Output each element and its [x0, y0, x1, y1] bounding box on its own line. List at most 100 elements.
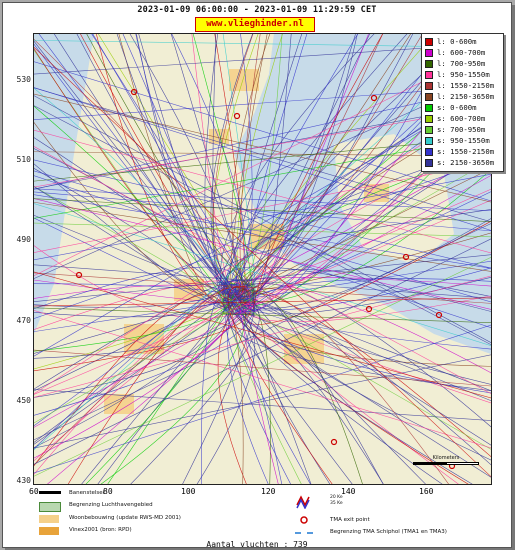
tma-boundary-label: Begrenzing TMA Schiphol (TMA1 en TMA3)	[330, 529, 447, 535]
legend-label: s: 1550-2150m	[437, 147, 495, 156]
flight-track	[34, 275, 491, 398]
tma-exit-point	[402, 253, 410, 261]
scale-bar: Kilometers	[411, 455, 481, 469]
flight-track	[34, 151, 491, 157]
flight-track	[34, 173, 491, 261]
flight-track	[34, 354, 491, 449]
y-tick-label: 490	[16, 235, 31, 244]
website-badge[interactable]: www.vlieghinder.nl	[195, 17, 315, 32]
tma-exit-point	[130, 88, 138, 96]
flight-track	[34, 280, 250, 330]
flight-track	[34, 129, 491, 254]
legend-label: s: 950-1550m	[437, 136, 490, 145]
flight-track	[34, 298, 229, 398]
flight-track	[34, 271, 491, 399]
flight-track	[217, 291, 252, 484]
flight-track	[34, 260, 491, 332]
legend-item: l: 0-600m	[425, 37, 503, 47]
x-axis-start-label: 60	[29, 487, 39, 496]
flight-track	[34, 46, 491, 478]
flight-track	[34, 254, 491, 302]
flight-track	[231, 297, 491, 394]
flight-track	[34, 40, 491, 48]
flight-track-map	[33, 33, 492, 485]
scale-segment	[446, 462, 479, 465]
map-canvas	[34, 34, 491, 484]
flight-track	[122, 34, 230, 310]
airport-boundary-swatch	[39, 502, 61, 512]
flight-track	[34, 264, 491, 299]
flight-count: Aantal vluchten : 739	[206, 540, 308, 549]
legend-swatch	[425, 71, 433, 79]
y-tick-label: 430	[16, 476, 31, 485]
x-tick-label: 100	[181, 487, 196, 496]
legend-item: l: 700-950m	[425, 59, 503, 69]
flight-track	[34, 39, 491, 451]
legend-item: l: 600-700m	[425, 48, 503, 58]
legend-label: s: 600-700m	[437, 114, 486, 123]
scale-segment	[413, 462, 446, 465]
flight-track	[80, 34, 254, 306]
flight-track	[34, 203, 491, 347]
flight-track	[34, 86, 491, 190]
flight-track	[34, 286, 238, 448]
x-tick-label: 120	[261, 487, 276, 496]
x-tick-label: 140	[341, 487, 356, 496]
flight-track	[34, 99, 491, 395]
residential-label: Woonbebouwing (update RWS-MD 2001)	[69, 515, 181, 521]
runway-label: Banenstelsel	[69, 490, 105, 496]
x-tick-label: 80	[103, 487, 113, 496]
flight-track	[226, 296, 244, 484]
flight-track	[34, 163, 232, 308]
flight-track	[34, 89, 491, 357]
flight-track	[34, 279, 241, 450]
flight-track	[34, 61, 491, 202]
flight-track	[135, 34, 254, 304]
flight-track	[34, 215, 491, 401]
flight-track	[130, 304, 260, 484]
scale-label: Kilometers	[432, 455, 460, 461]
flight-track	[227, 34, 358, 299]
flight-track	[34, 307, 491, 323]
flight-track	[170, 34, 249, 308]
legend-item: s: 0-600m	[425, 103, 503, 113]
x-tick-label: 160	[419, 487, 434, 496]
legend-label: l: 600-700m	[437, 48, 486, 57]
legend-item: s: 950-1550m	[425, 136, 503, 146]
flight-track	[34, 47, 491, 277]
legend-swatch	[425, 104, 433, 112]
flight-track	[238, 291, 449, 484]
legend-swatch	[425, 49, 433, 57]
flight-track	[34, 198, 491, 222]
flight-track	[34, 297, 491, 307]
time-range-title: 2023-01-09 06:00:00 - 2023-01-09 11:29:5…	[137, 5, 377, 15]
flight-track	[225, 303, 291, 484]
urban-area	[104, 394, 134, 414]
flight-track	[34, 301, 251, 372]
tma-exit-point	[435, 311, 443, 319]
flight-track	[196, 308, 256, 484]
legend-item: s: 700-950m	[425, 125, 503, 135]
legend-swatch	[425, 38, 433, 46]
flight-tracks-group	[34, 34, 491, 484]
legend-swatch	[425, 60, 433, 68]
legend-label: s: 700-950m	[437, 125, 486, 134]
legend-label: s: 2150-3650m	[437, 158, 495, 167]
legend-label: l: 2150-3650m	[437, 92, 495, 101]
tma-exit-point	[365, 305, 373, 313]
legend-swatch	[425, 93, 433, 101]
urban-area	[174, 279, 204, 301]
flight-track	[34, 136, 491, 182]
noise-contour-icon	[296, 495, 310, 509]
flight-track	[216, 209, 491, 286]
legend-swatch	[425, 148, 433, 156]
tma-exit-label: TMA exit point	[330, 517, 370, 523]
flight-track	[34, 201, 491, 272]
residential-swatch	[39, 515, 59, 523]
flight-track	[34, 43, 491, 75]
flight-track	[34, 285, 230, 466]
flight-track	[34, 188, 491, 212]
legend-swatch	[425, 159, 433, 167]
legend-swatch	[425, 137, 433, 145]
flight-track	[34, 199, 491, 395]
